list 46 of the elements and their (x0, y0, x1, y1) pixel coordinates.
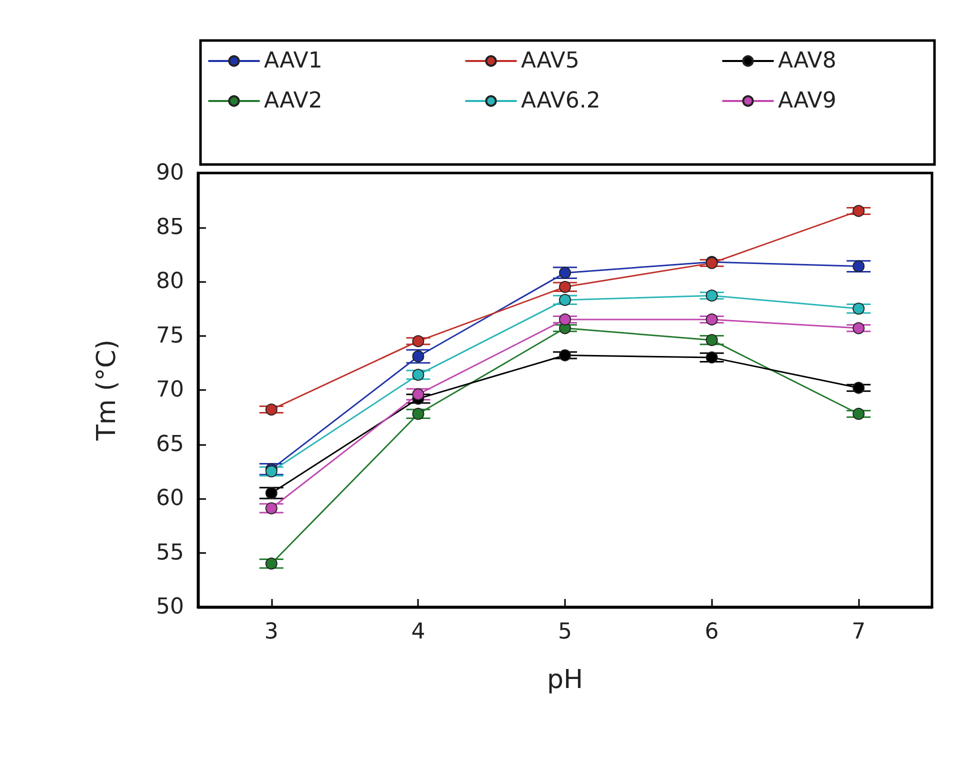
point (412, 335, 424, 348)
legend-label: AAV2 (264, 88, 322, 114)
point (706, 334, 718, 346)
point (265, 487, 278, 500)
x-tick-label: 6 (704, 620, 719, 644)
point (852, 408, 865, 420)
legend-label: AAV9 (778, 88, 836, 114)
point (265, 502, 278, 514)
x-tick-label: 7 (852, 620, 866, 644)
y-tick-label: 85 (156, 214, 184, 240)
y-tick-label: 65 (156, 432, 184, 457)
y-tick-label: 60 (156, 486, 184, 511)
point (852, 322, 865, 334)
y-axis-title: Tm (°C) (92, 340, 122, 442)
point (559, 294, 571, 306)
legend-label: AAV1 (264, 48, 322, 74)
x-tick-label: 3 (264, 620, 278, 644)
point (706, 351, 718, 364)
point (559, 280, 571, 293)
y-tick-label: 75 (156, 323, 184, 348)
point (412, 368, 424, 381)
point (265, 404, 278, 416)
x-axis-title: pH (546, 665, 584, 695)
legend-label: AAV5 (521, 48, 580, 74)
point (852, 260, 865, 272)
point (412, 388, 424, 400)
point (559, 349, 571, 362)
y-tick-label: 70 (156, 378, 184, 402)
legend-label: AAV8 (778, 48, 836, 74)
y-tick-label: 80 (156, 269, 184, 294)
point (706, 290, 718, 302)
point (559, 266, 571, 279)
point (852, 382, 865, 394)
point (706, 313, 718, 326)
y-tick-label: 90 (156, 160, 184, 186)
point (265, 558, 278, 570)
x-tick-label: 4 (411, 620, 426, 644)
legend-label: AAV6.2 (521, 88, 600, 114)
x-tick-label: 5 (558, 620, 572, 644)
y-tick-label: 55 (156, 540, 184, 566)
point (852, 204, 865, 217)
point (559, 313, 571, 326)
point (412, 408, 424, 420)
point (412, 350, 424, 362)
point (852, 302, 865, 315)
y-tick-label: 50 (156, 594, 184, 620)
